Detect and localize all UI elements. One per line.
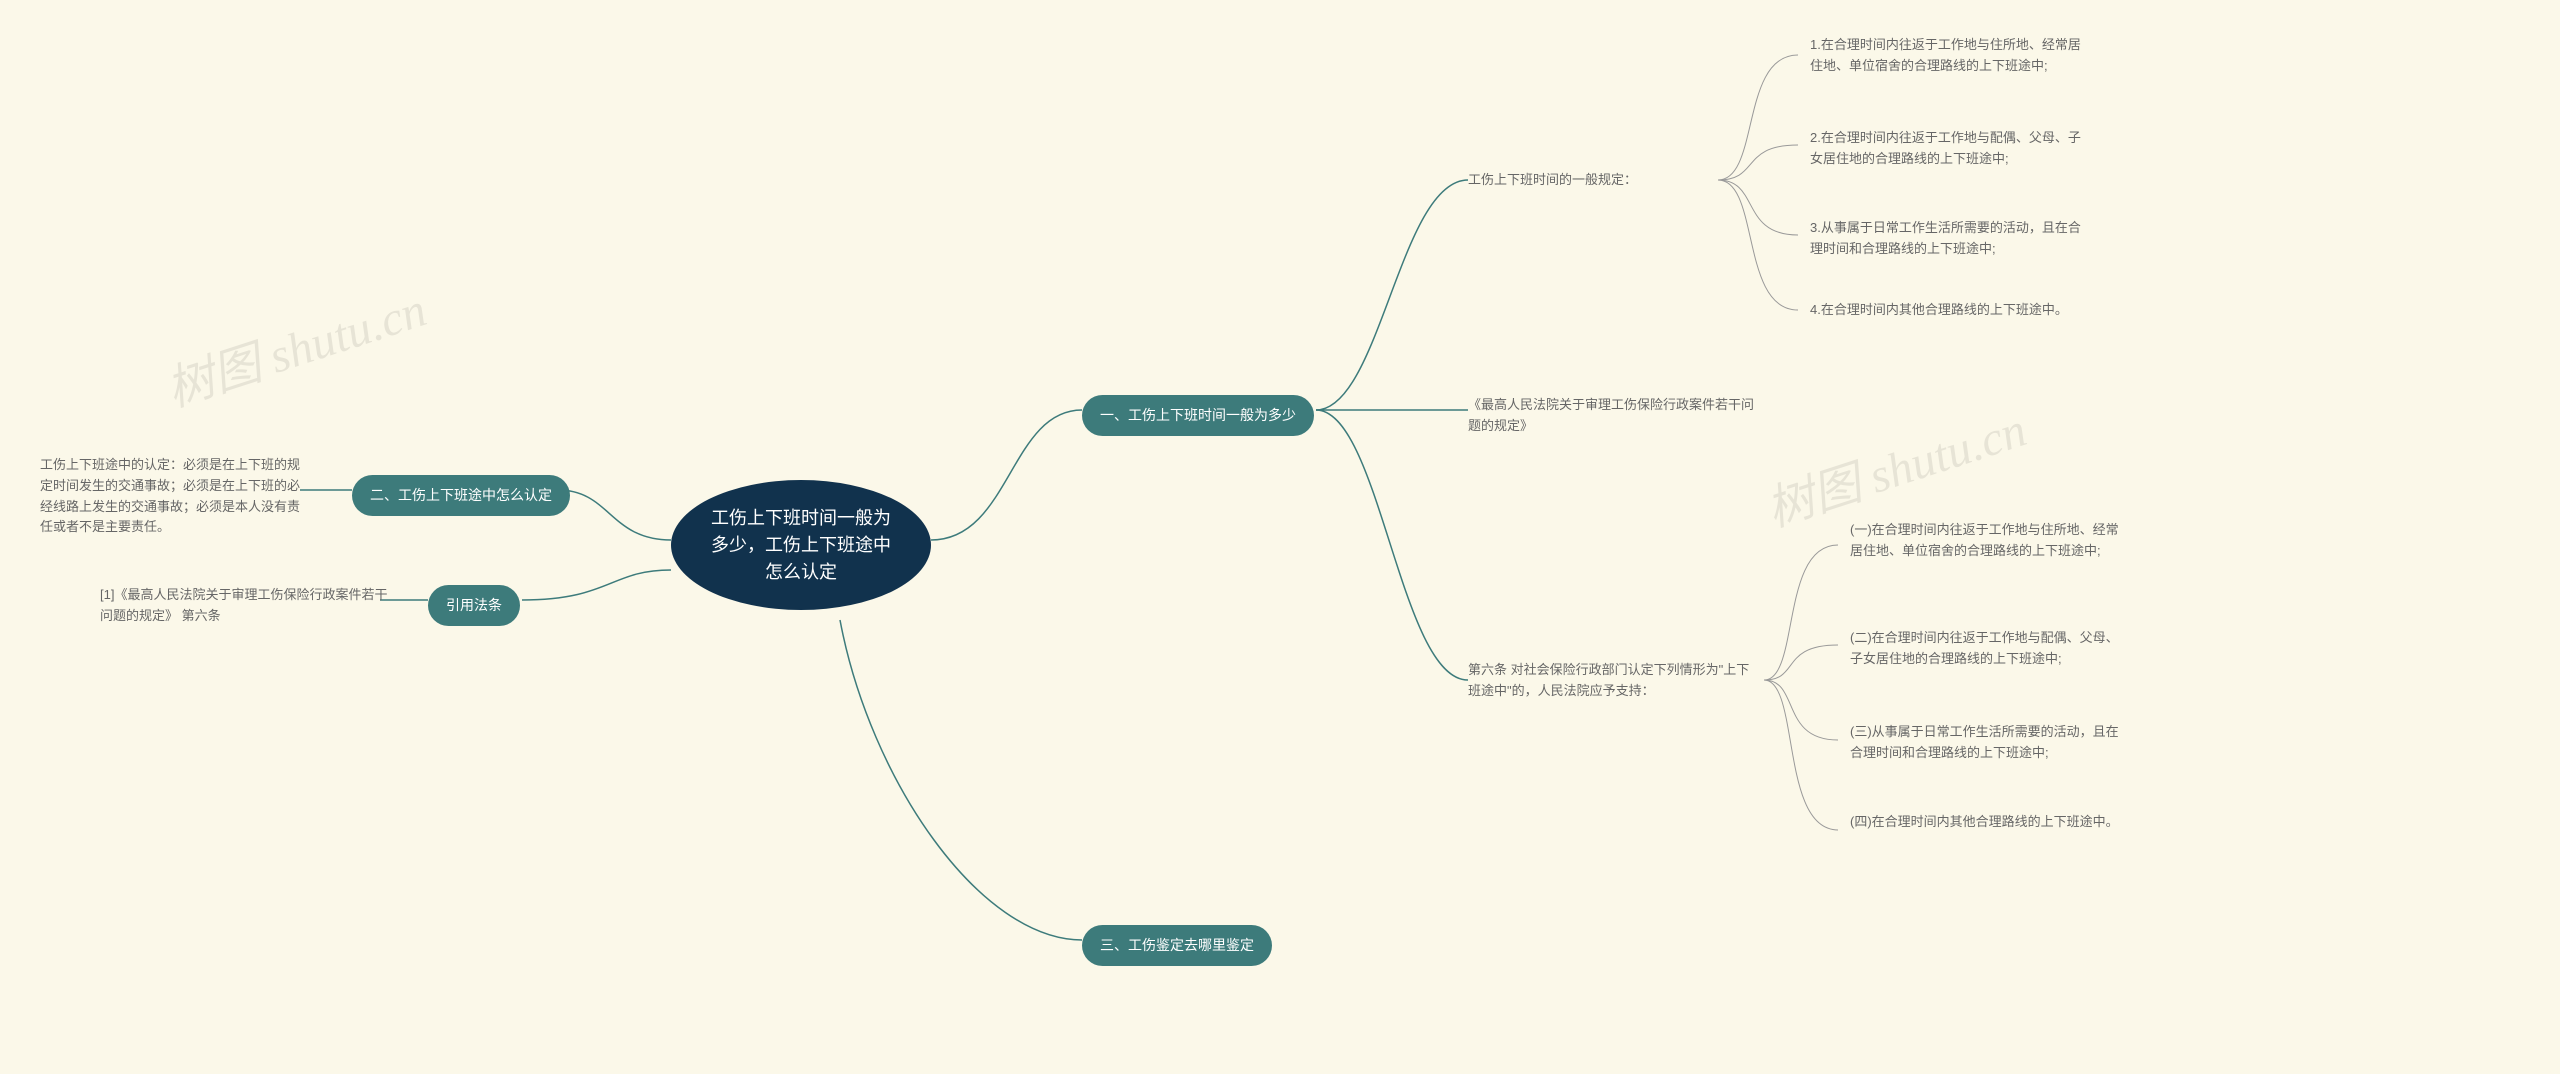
leaf-1: 1.在合理时间内往返于工作地与住所地、经常居住地、单位宿舍的合理路线的上下班途中… [1810,35,2090,77]
leaf-9-label: 工伤上下班途中的认定：必须是在上下班的规定时间发生的交通事故；必须是在上下班的必… [40,457,300,534]
watermark-right: 树图 shutu.cn [1756,390,2034,540]
sub-1-label: 工伤上下班时间的一般规定： [1468,172,1637,187]
leaf-6: (二)在合理时间内往返于工作地与配偶、父母、子女居住地的合理路线的上下班途中; [1850,628,2130,670]
leaf-5-label: (一)在合理时间内往返于工作地与住所地、经常居住地、单位宿舍的合理路线的上下班途… [1850,522,2119,558]
leaf-9: 工伤上下班途中的认定：必须是在上下班的规定时间发生的交通事故；必须是在上下班的必… [40,455,310,538]
leaf-5: (一)在合理时间内往返于工作地与住所地、经常居住地、单位宿舍的合理路线的上下班途… [1850,520,2130,562]
branch-4: 引用法条 [428,585,520,626]
leaf-7: (三)从事属于日常工作生活所需要的活动，且在合理时间和合理路线的上下班途中; [1850,722,2130,764]
branch-3: 三、工伤鉴定去哪里鉴定 [1082,925,1272,966]
leaf-8-label: (四)在合理时间内其他合理路线的上下班途中。 [1850,814,2119,829]
leaf-4: 4.在合理时间内其他合理路线的上下班途中。 [1810,300,2068,321]
branch-2-label: 二、工伤上下班途中怎么认定 [370,487,552,503]
root-label: 工伤上下班时间一般为多少，工伤上下班途中怎么认定 [703,505,899,586]
branch-3-label: 三、工伤鉴定去哪里鉴定 [1100,937,1254,953]
branch-2: 二、工伤上下班途中怎么认定 [352,475,570,516]
sub-3: 第六条 对社会保险行政部门认定下列情形为"上下班途中"的，人民法院应予支持： [1468,660,1758,702]
leaf-2: 2.在合理时间内往返于工作地与配偶、父母、子女居住地的合理路线的上下班途中; [1810,128,2090,170]
branch-1: 一、工伤上下班时间一般为多少 [1082,395,1314,436]
leaf-3-label: 3.从事属于日常工作生活所需要的活动，且在合理时间和合理路线的上下班途中; [1810,220,2081,256]
connector-layer [0,0,2560,1074]
leaf-10: [1]《最高人民法院关于审理工伤保险行政案件若干问题的规定》 第六条 [100,585,390,627]
leaf-2-label: 2.在合理时间内往返于工作地与配偶、父母、子女居住地的合理路线的上下班途中; [1810,130,2081,166]
leaf-10-label: [1]《最高人民法院关于审理工伤保险行政案件若干问题的规定》 第六条 [100,587,387,623]
sub-2: 《最高人民法院关于审理工伤保险行政案件若干问题的规定》 [1468,395,1758,437]
leaf-8: (四)在合理时间内其他合理路线的上下班途中。 [1850,812,2119,833]
leaf-3: 3.从事属于日常工作生活所需要的活动，且在合理时间和合理路线的上下班途中; [1810,218,2090,260]
root-node: 工伤上下班时间一般为多少，工伤上下班途中怎么认定 [671,480,931,610]
branch-1-label: 一、工伤上下班时间一般为多少 [1100,407,1296,423]
watermark-left: 树图 shutu.cn [156,270,434,420]
leaf-6-label: (二)在合理时间内往返于工作地与配偶、父母、子女居住地的合理路线的上下班途中; [1850,630,2119,666]
sub-1: 工伤上下班时间的一般规定： [1468,170,1637,191]
leaf-7-label: (三)从事属于日常工作生活所需要的活动，且在合理时间和合理路线的上下班途中; [1850,724,2119,760]
leaf-1-label: 1.在合理时间内往返于工作地与住所地、经常居住地、单位宿舍的合理路线的上下班途中… [1810,37,2081,73]
sub-3-label: 第六条 对社会保险行政部门认定下列情形为"上下班途中"的，人民法院应予支持： [1468,662,1749,698]
leaf-4-label: 4.在合理时间内其他合理路线的上下班途中。 [1810,302,2068,317]
sub-2-label: 《最高人民法院关于审理工伤保险行政案件若干问题的规定》 [1468,397,1754,433]
branch-4-label: 引用法条 [446,597,502,613]
